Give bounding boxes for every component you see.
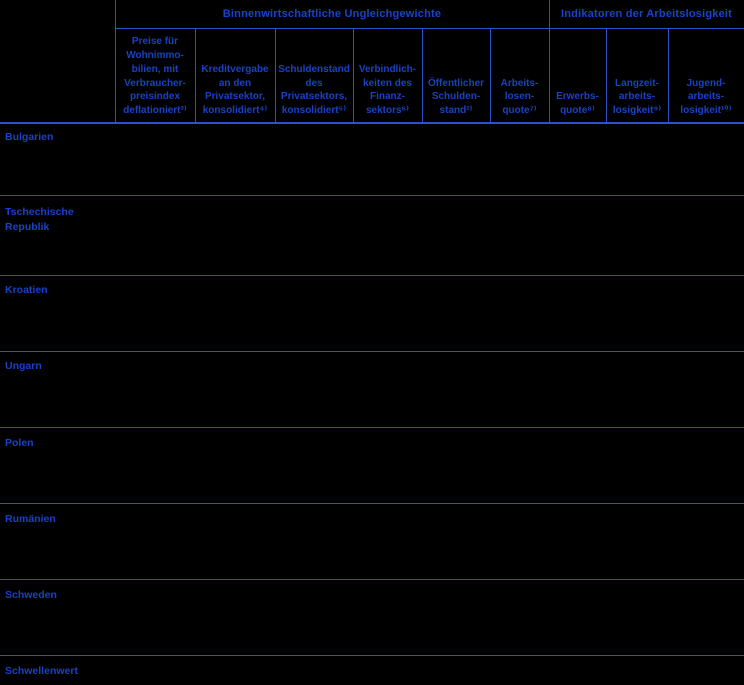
column-header-government-debt: Öffentlicher Schulden- stand²⁾ xyxy=(427,77,485,117)
row-separator xyxy=(0,275,744,276)
row-label-ungarn: Ungarn xyxy=(5,360,42,372)
row-label-bulgarien: Bulgarien xyxy=(5,131,54,143)
column-divider xyxy=(668,28,669,122)
row-separator xyxy=(0,351,744,352)
row-label-kroatien: Kroatien xyxy=(5,284,48,296)
column-header-private-sector-credit: Kreditvergabe an den Privatsektor, konso… xyxy=(201,63,269,117)
column-divider xyxy=(490,28,491,122)
row-separator xyxy=(0,195,744,196)
column-header-unemployment-rate: Arbeits- losen- quote⁷⁾ xyxy=(500,77,539,117)
column-divider xyxy=(275,28,276,122)
column-header-long-term-unemployment: Langzeit- arbeits- losigkeit⁹⁾ xyxy=(612,77,662,117)
column-divider xyxy=(606,28,607,122)
row-separator xyxy=(0,503,744,504)
column-header-house-prices: Preise für Wohnimmo- bilien, mit Verbrau… xyxy=(123,36,187,117)
row-label-tschechische-republik: Tschechische Republik xyxy=(5,206,74,233)
column-header-youth-unemployment: Jugend- arbeits- losigkeit¹⁰⁾ xyxy=(680,77,732,117)
group-header-internal-imbalances: Binnenwirtschaftliche Ungleichgewichte xyxy=(222,8,442,20)
group-divider-left xyxy=(115,0,116,122)
group-header-unemployment-indicators: Indikatoren der Arbeitslosigkeit xyxy=(560,8,733,20)
row-separator xyxy=(0,579,744,580)
column-header-activity-rate: Erwerbs- quote⁸⁾ xyxy=(556,91,599,117)
group-header-underline xyxy=(115,28,744,29)
column-header-private-sector-debt: Schuldenstand des Privatsektors, konsoli… xyxy=(278,63,350,117)
row-label-rumaenien: Rumänien xyxy=(5,513,56,525)
column-divider xyxy=(422,28,423,122)
row-separator xyxy=(0,427,744,428)
group-divider-middle xyxy=(549,0,550,122)
row-label-schwellenwert: Schwellenwert xyxy=(5,665,78,677)
row-label-polen: Polen xyxy=(5,437,34,449)
column-divider xyxy=(353,28,354,122)
column-header-financial-sector-liabilities: Verbindlich- keiten des Finanz- sektors⁶… xyxy=(358,63,417,117)
row-label-schweden: Schweden xyxy=(5,589,57,601)
column-divider xyxy=(195,28,196,122)
header-bottom-rule xyxy=(0,122,744,124)
row-separator xyxy=(0,655,744,656)
